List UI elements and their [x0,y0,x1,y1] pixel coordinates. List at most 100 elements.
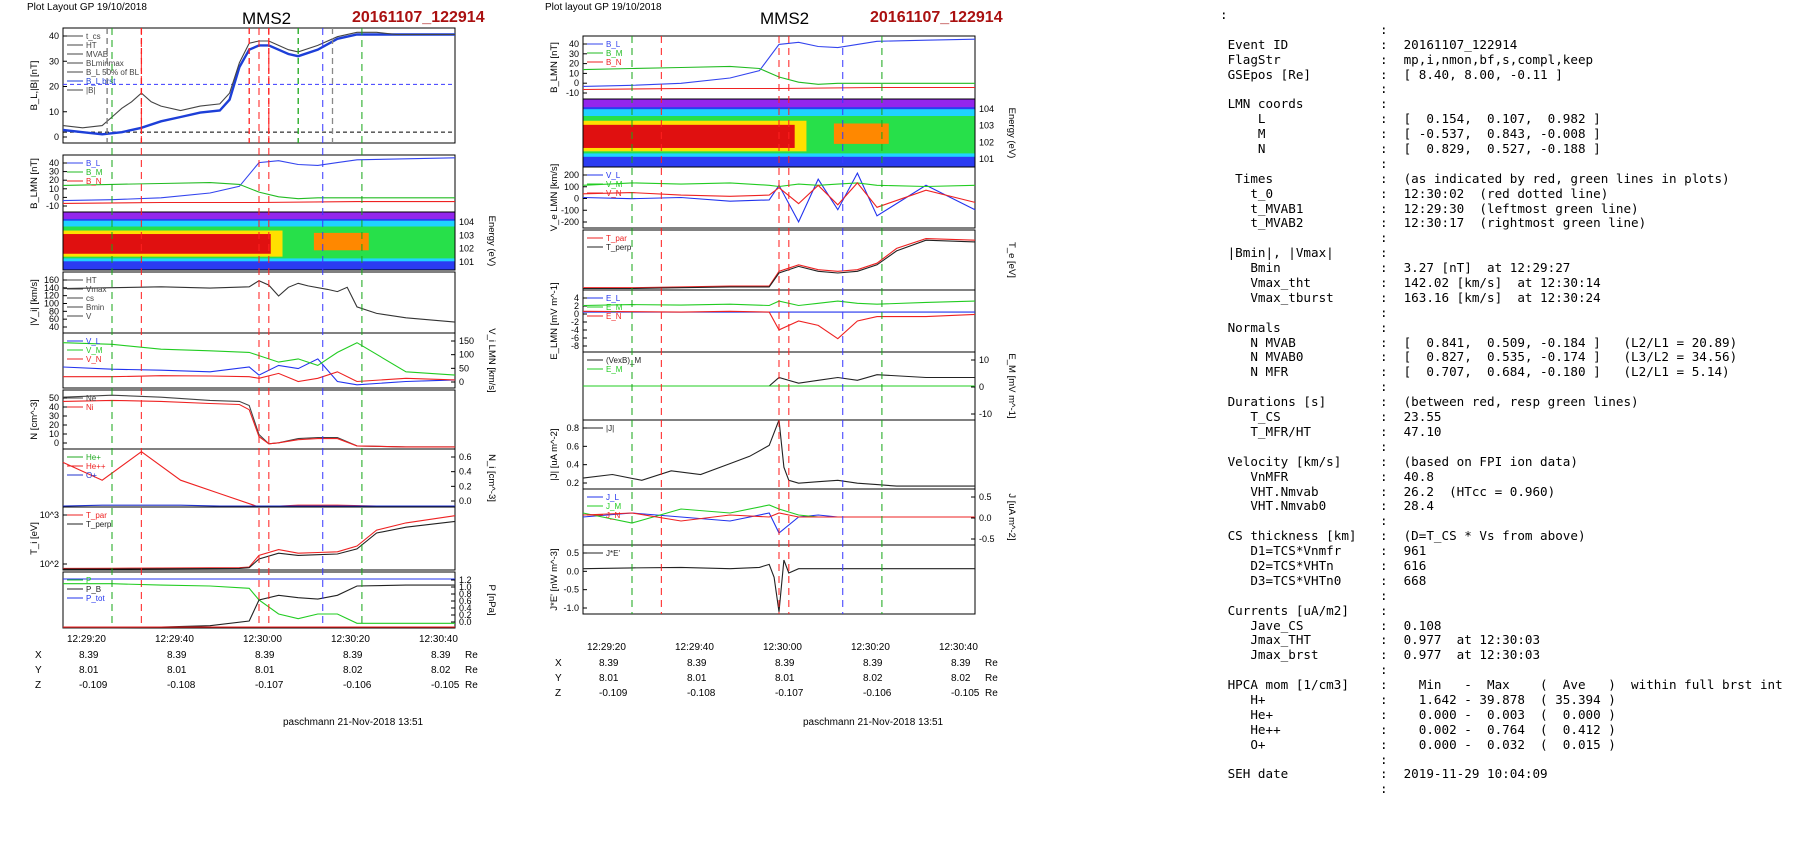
summary-key: N MFR [1220,365,1289,380]
summary-row: D3=TCS*VHTn0: 668 [1220,573,1804,589]
y-tick-label: 50 [459,363,469,373]
y-tick-label: 101 [979,154,994,164]
y-tick-label: 0.4 [459,467,472,477]
summary-value: 23.55 [1396,409,1442,425]
summary-value: 12:30:02 (red dotted line) [1396,185,1609,201]
summary-value: 2019-11-29 10:04:09 [1396,766,1548,782]
y-tick-label: 30 [49,167,59,177]
series-line [62,157,456,202]
summary-value: 961 [1396,543,1427,559]
summary-colon: : [1380,602,1388,618]
summary-row: He++: 0.002 - 0.764 ( 0.412 ) [1220,721,1804,738]
legend-label: J*E' [606,549,620,558]
summary-colon: : [1380,468,1388,484]
summary-value [1396,380,1404,395]
y-tick-label: 0 [459,377,464,387]
series-line [62,504,455,507]
legend-label: MVAB [86,50,108,59]
legend-label: B_N [606,58,622,67]
summary-value: (based on FPI ion data) [1396,453,1578,469]
y-axis-label: |V_i| [km/s] [29,279,40,326]
legend-label: V_N [606,189,622,198]
summary-key [1220,82,1380,97]
y-axis-label: V_e LMN [km/s] [549,164,560,232]
summary-value: 0.000 - 0.003 ( 0.000 ) [1396,706,1616,722]
summary-key: HPCA mom [1/cm3] [1220,678,1349,693]
time-tick-label: 12:29:20 [587,642,626,653]
summary-row: Jmax_brst: 0.977 at 12:30:03 [1220,647,1804,663]
summary-key: N MVAB0 [1220,350,1304,365]
y-tick-label: 1.0 [459,582,472,592]
summary-key [1220,663,1380,678]
summary-key: He+ [1220,707,1274,722]
summary-colon: : [1380,736,1388,752]
summary-row: VHT.Nmvab: 26.2 (HTcc = 0.960) [1220,483,1804,500]
summary-key [1220,514,1380,529]
summary-colon: : [1380,647,1388,663]
summary-colon: : [1380,498,1388,514]
summary-row: Event ID: 20161107_122914 [1220,37,1804,53]
time-tick-label: 12:30:00 [243,634,282,645]
position-value: 8.39 [167,650,187,661]
y-axis-label: T_i [eV] [29,522,40,555]
position-value: -0.108 [167,680,196,691]
y-axis-label: J*E' [nW m^-3] [549,548,560,610]
y-tick-label: 4 [574,293,579,303]
summary-value: 0.977 at 12:30:03 [1396,647,1541,663]
summary-key: He++ [1220,722,1281,737]
summary-value [1396,604,1404,619]
summary-key: GSEpos [Re] [1220,67,1311,82]
series-line [582,300,976,307]
summary-colon: : [1380,557,1388,573]
y-tick-label: 0.6 [459,452,472,462]
legend-label: B_L brst [86,77,116,86]
legend-label: (VexB)_M [606,356,641,365]
summary-value [1396,589,1404,604]
time-tick-label: 12:30:20 [331,634,370,645]
summary-row: LMN coords: [1220,96,1804,112]
summary-value: 0.108 [1396,617,1442,633]
summary-row: CS thickness [km]: (D=T_CS * Vs from abo… [1220,528,1804,544]
position-value: 8.39 [775,658,795,669]
summary-key: t_MVAB1 [1220,201,1304,216]
summary-colon: : [1380,364,1388,380]
summary-key: VHT.Nmvab0 [1220,499,1327,514]
summary-row: : [1220,439,1804,455]
position-value: 8.01 [599,673,619,684]
summary-value [1396,231,1404,246]
summary-value [1396,97,1404,112]
summary-row: : [1220,752,1804,768]
summary-row: D2=TCS*VHTn: 616 [1220,557,1804,574]
summary-key [1220,23,1380,38]
summary-colon: : [1380,543,1388,559]
summary-value [1396,440,1404,455]
time-tick-label: 12:30:00 [763,642,802,653]
spectrogram-core [833,123,889,144]
summary-row: HPCA mom [1/cm3]: Min - Max ( Ave ) with… [1220,677,1804,693]
y-tick-label: 0.5 [979,492,992,502]
position-unit: Re [985,688,998,699]
summary-value: 0.002 - 0.764 ( 0.412 ) [1396,721,1616,737]
summary-colon: : [1380,781,1388,797]
summary-key: LMN coords [1220,97,1304,112]
series-line [62,342,456,376]
y-axis-label: V_i LMN [km/s] [486,328,497,392]
summary-key [1220,753,1380,768]
summary-row: Times: (as indicated by red, green lines… [1220,171,1804,187]
summary-key: t_0 [1220,186,1274,201]
y-tick-label: 0 [54,132,59,142]
summary-value: 26.2 (HTcc = 0.960) [1396,483,1556,499]
y-tick-label: 10^3 [40,510,59,520]
y-tick-label: 160 [44,275,59,285]
summary-key: Durations [s] [1220,395,1327,410]
summary-colon: : [1380,111,1388,127]
summary-row: t_0: 12:30:02 (red dotted line) [1220,185,1804,202]
summary-row: : [1220,662,1804,678]
position-value: 8.01 [79,665,99,676]
y-tick-label: 103 [459,230,474,240]
y-tick-label: 60 [49,314,59,324]
legend-label: Vmax [86,285,106,294]
legend-label: |J| [606,424,614,433]
y-tick-label: 103 [979,121,994,131]
